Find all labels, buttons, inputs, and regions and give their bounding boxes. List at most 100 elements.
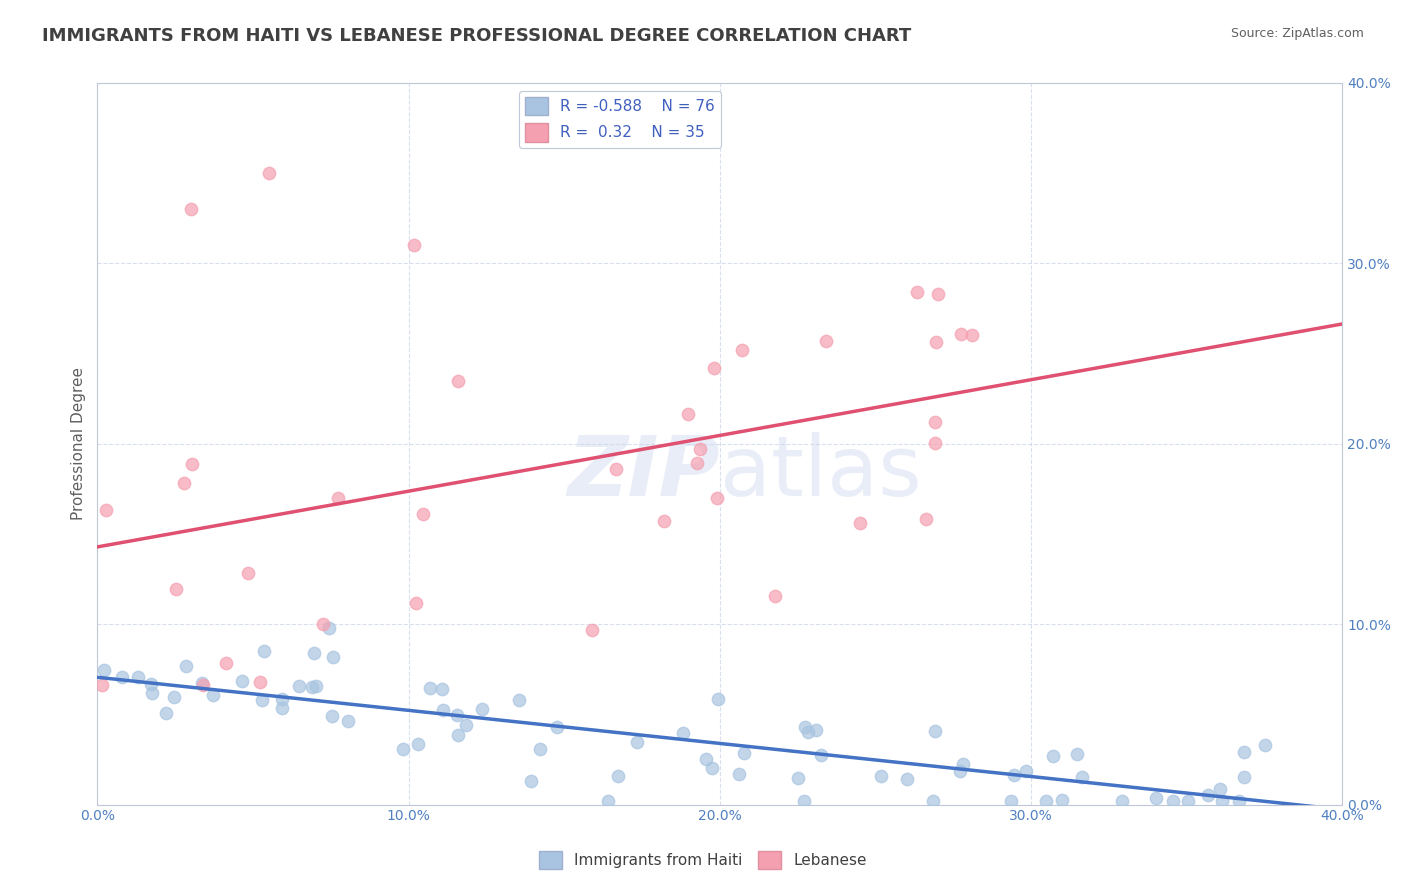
Point [763, 589, 786, 603]
Point [305, 679, 328, 693]
Point [270, 692, 292, 706]
Point [922, 794, 945, 808]
Point [141, 686, 163, 700]
Point [1050, 793, 1073, 807]
Point [321, 709, 343, 723]
Point [402, 238, 425, 252]
Point [252, 693, 274, 707]
Point [257, 166, 280, 180]
Point [605, 462, 627, 476]
Point [695, 752, 717, 766]
Point [201, 689, 224, 703]
Point [430, 681, 453, 696]
Point [249, 675, 271, 690]
Point [155, 706, 177, 720]
Point [1233, 770, 1256, 784]
Point [1042, 749, 1064, 764]
Point [793, 794, 815, 808]
Point [328, 491, 350, 505]
Point [849, 516, 872, 530]
Point [924, 415, 946, 429]
Point [703, 360, 725, 375]
Point [163, 690, 186, 704]
Point [180, 202, 202, 217]
Point [960, 328, 983, 343]
Point [1035, 794, 1057, 808]
Point [1198, 788, 1220, 802]
Point [814, 334, 837, 348]
Point [191, 675, 214, 690]
Legend: Immigrants from Haiti, Lebanese: Immigrants from Haiti, Lebanese [533, 845, 873, 875]
Point [301, 680, 323, 694]
Point [412, 508, 434, 522]
Point [139, 677, 162, 691]
Point [419, 681, 441, 695]
Point [318, 621, 340, 635]
Legend: R = -0.588    N = 76, R =  0.32    N = 35: R = -0.588 N = 76, R = 0.32 N = 35 [519, 91, 721, 148]
Point [652, 514, 675, 528]
Text: IMMIGRANTS FROM HAITI VS LEBANESE PROFESSIONAL DEGREE CORRELATION CHART: IMMIGRANTS FROM HAITI VS LEBANESE PROFES… [42, 27, 911, 45]
Point [1161, 794, 1184, 808]
Point [337, 714, 360, 728]
Point [174, 658, 197, 673]
Point [446, 708, 468, 723]
Point [454, 718, 477, 732]
Point [1144, 791, 1167, 805]
Point [581, 623, 603, 637]
Text: Source: ZipAtlas.com: Source: ZipAtlas.com [1230, 27, 1364, 40]
Point [626, 735, 648, 749]
Point [924, 723, 946, 738]
Point [1253, 738, 1275, 752]
Point [1227, 794, 1250, 808]
Point [529, 741, 551, 756]
Point [1015, 764, 1038, 778]
Point [905, 285, 928, 299]
Point [508, 692, 530, 706]
Point [322, 649, 344, 664]
Point [238, 566, 260, 580]
Point [94, 502, 117, 516]
Point [952, 757, 974, 772]
Point [231, 673, 253, 688]
Point [1066, 747, 1088, 761]
Point [1000, 794, 1022, 808]
Point [794, 720, 817, 734]
Point [810, 747, 832, 762]
Point [392, 742, 415, 756]
Point [731, 343, 754, 358]
Point [927, 286, 949, 301]
Point [689, 442, 711, 456]
Point [270, 701, 292, 715]
Point [924, 436, 946, 450]
Point [702, 761, 724, 775]
Point [519, 774, 541, 789]
Point [546, 720, 568, 734]
Point [598, 794, 620, 808]
Point [914, 512, 936, 526]
Point [406, 737, 429, 751]
Point [304, 646, 326, 660]
Point [1002, 767, 1025, 781]
Point [447, 374, 470, 388]
Point [165, 582, 187, 596]
Point [896, 772, 918, 786]
Point [949, 327, 972, 342]
Point [797, 724, 820, 739]
Point [91, 678, 114, 692]
Point [678, 407, 700, 421]
Text: atlas: atlas [720, 432, 921, 513]
Point [312, 616, 335, 631]
Point [471, 701, 494, 715]
Point [948, 764, 970, 779]
Point [804, 723, 827, 737]
Point [686, 456, 709, 470]
Point [1111, 794, 1133, 808]
Point [1070, 770, 1092, 784]
Point [93, 663, 115, 677]
Text: ZIP: ZIP [567, 432, 720, 513]
Point [606, 769, 628, 783]
Point [787, 771, 810, 785]
Point [706, 491, 728, 506]
Point [111, 670, 134, 684]
Point [1177, 794, 1199, 808]
